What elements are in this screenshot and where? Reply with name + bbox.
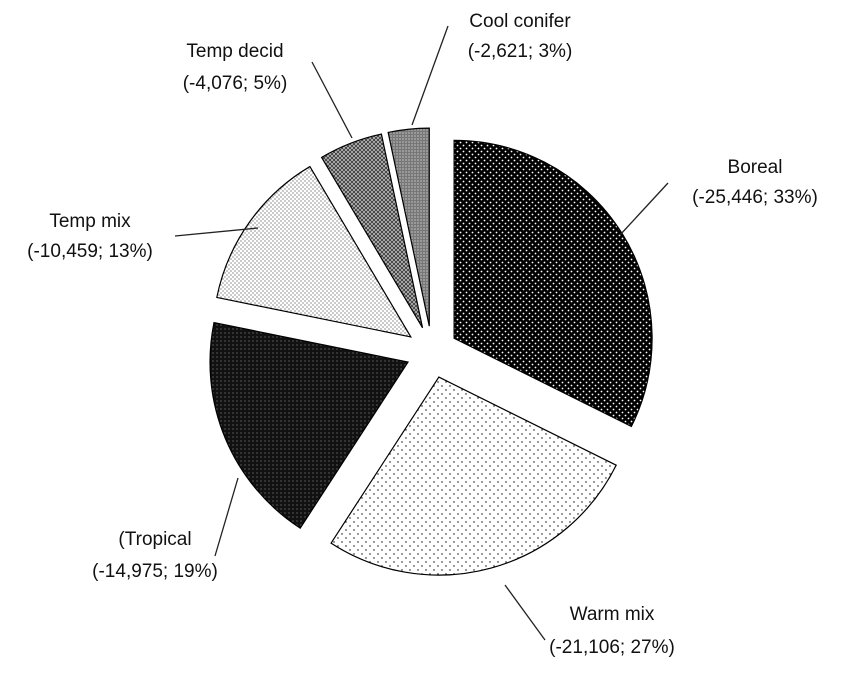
value-label: (-25,446; 33%)	[692, 187, 818, 208]
value-label: (-10,459; 13%)	[27, 241, 153, 262]
leader-line	[411, 25, 449, 126]
leader-line	[174, 227, 259, 237]
slice-label: Boreal	[728, 157, 783, 178]
leader-line	[214, 477, 239, 557]
leader-line	[619, 182, 669, 236]
value-label: (-2,621; 3%)	[468, 41, 573, 62]
value-label: (-21,106; 27%)	[549, 637, 675, 658]
value-label: (-4,076; 5%)	[183, 73, 288, 94]
slice-label: Cool conifer	[469, 11, 571, 32]
value-label: (-14,975; 19%)	[92, 561, 218, 582]
pie-slice	[320, 133, 424, 329]
pie-slice	[330, 376, 617, 576]
slice-label: (Tropical	[118, 529, 191, 550]
slice-label: Warm mix	[570, 604, 655, 625]
pie-slice	[209, 321, 410, 529]
pie-slice	[387, 127, 430, 327]
slice-label: Temp decid	[186, 41, 283, 62]
slice-label: Temp mix	[49, 211, 131, 232]
leader-line	[504, 584, 546, 641]
pie-slice	[216, 165, 413, 338]
pie-slice	[453, 139, 653, 428]
leader-line	[311, 61, 353, 139]
